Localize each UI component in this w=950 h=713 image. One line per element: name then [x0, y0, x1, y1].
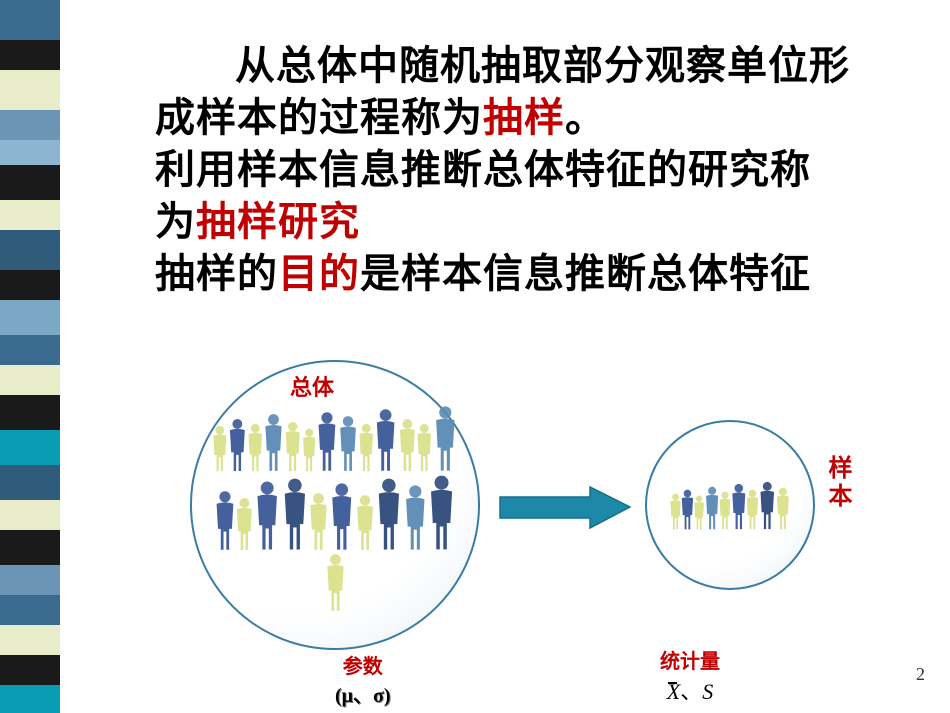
label-statistic: 统计量 X、S [660, 645, 720, 706]
paragraph: 成样本的过程称为抽样。 [155, 92, 925, 144]
label-parameter-text: 参数 [335, 650, 391, 679]
stripe [0, 365, 60, 395]
symbol-s: S [702, 679, 713, 704]
label-population: 总体 [290, 370, 334, 402]
person-icon [322, 552, 349, 612]
person-icon [430, 404, 461, 472]
text-highlight: 抽样 [483, 95, 565, 140]
stripe [0, 500, 60, 530]
stripe [0, 300, 60, 335]
decorative-sidebar [0, 0, 60, 713]
sample-circle [645, 420, 815, 590]
symbol-sep: 、 [680, 679, 702, 704]
paragraph: 抽样的目的是样本信息推断总体特征 [155, 248, 925, 300]
main-text: 从总体中随机抽取部分观察单位形 成样本的过程称为抽样。 利用样本信息推断总体特征… [155, 40, 925, 300]
population-circle [190, 360, 480, 650]
stripe [0, 595, 60, 625]
stripe [0, 655, 60, 685]
page-number: 2 [916, 664, 925, 685]
label-parameter-symbols: (μ、σ) [335, 679, 391, 708]
paragraph-indent: 从总体中随机抽取部分观察单位形 [155, 40, 925, 92]
text-highlight: 抽样研究 [196, 199, 360, 244]
stripe [0, 465, 60, 500]
paragraph: 为抽样研究 [155, 196, 925, 248]
text-span: 成样本的过程称为 [155, 95, 483, 140]
symbol-xbar: X [667, 679, 680, 705]
stripe [0, 165, 60, 200]
person-icon [424, 473, 459, 551]
sampling-diagram: 总体 样本 参数 (μ、σ) 统计量 X、S [80, 360, 950, 690]
paragraph: 利用样本信息推断总体特征的研究称 [155, 144, 925, 196]
text-span: 是样本信息推断总体特征 [360, 251, 811, 296]
people-group-large [210, 406, 460, 615]
text-span: 从总体中随机抽取部分观察单位形 [235, 43, 850, 88]
stripe [0, 625, 60, 655]
stripe [0, 395, 60, 430]
stripe [0, 565, 60, 595]
stripe [0, 270, 60, 300]
stripe [0, 40, 60, 70]
text-highlight: 目的 [278, 251, 360, 296]
text-span: 。 [565, 95, 606, 140]
text-span: 为 [155, 199, 196, 244]
text-span: 抽样的 [155, 251, 278, 296]
label-statistic-text: 统计量 [660, 645, 720, 674]
people-group-small [660, 483, 800, 534]
stripe [0, 530, 60, 565]
person-icon [773, 487, 793, 531]
stripe [0, 140, 60, 165]
stripe [0, 335, 60, 365]
stripe [0, 0, 60, 40]
label-statistic-symbols: X、S [660, 674, 720, 706]
stripe [0, 230, 60, 270]
label-sample: 样本 [820, 455, 855, 511]
label-parameter: 参数 (μ、σ) [335, 650, 391, 708]
stripe [0, 430, 60, 465]
text-span: 利用样本信息推断总体特征的研究称 [155, 147, 811, 192]
stripe [0, 110, 60, 140]
arrow-icon [495, 485, 635, 530]
stripe [0, 70, 60, 110]
stripe [0, 200, 60, 230]
stripe [0, 685, 60, 713]
